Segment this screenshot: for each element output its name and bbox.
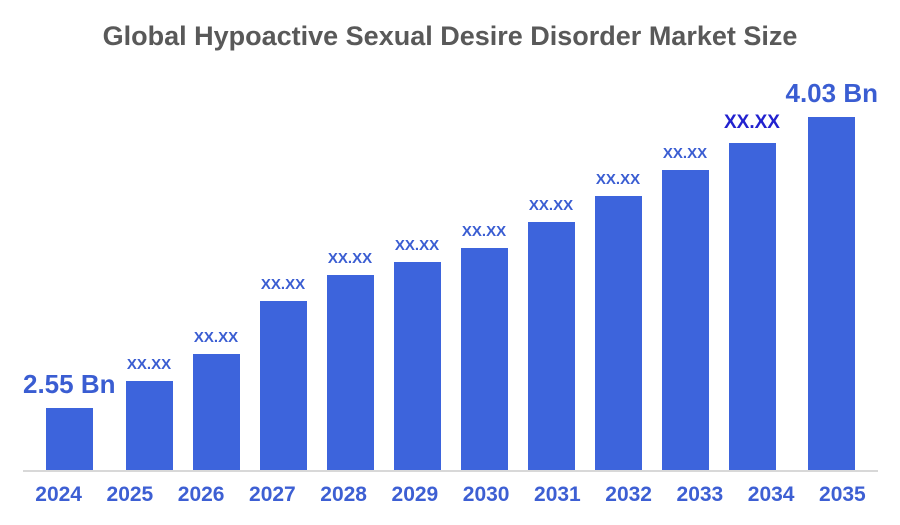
bar-2033[interactable]: [661, 170, 709, 470]
bar-2027[interactable]: [259, 301, 307, 470]
x-axis-label-2035: 2035: [819, 483, 866, 506]
x-axis-label-2029: 2029: [391, 483, 439, 506]
bar-value-label-2032: XX.XX: [595, 170, 641, 188]
bar-2034[interactable]: [728, 143, 776, 470]
x-axis-label-2030: 2030: [462, 483, 510, 506]
x-axis-label-2028: 2028: [320, 483, 367, 506]
bar-column-2030: XX.XX: [451, 0, 518, 470]
bar-value-label-2034: XX.XX: [724, 112, 780, 134]
bar-value-label-2026: XX.XX: [193, 328, 239, 346]
bar-column-2031: XX.XX: [518, 0, 585, 470]
bar-column-2026: XX.XX: [183, 0, 250, 470]
bar-column-2024: 2.55 Bn: [23, 0, 116, 470]
bar-2029[interactable]: [393, 262, 441, 470]
bar-value-label-2033: XX.XX: [662, 144, 708, 162]
x-axis-labels: 2024 2025 2026 2027 2028 2029 2030 2031 2032 2033…: [23, 483, 878, 507]
bar-2032[interactable]: [594, 196, 642, 470]
x-axis-line: [23, 470, 878, 472]
bar-column-2034: XX.XX: [719, 0, 786, 470]
bar-2026[interactable]: [192, 354, 240, 470]
bar-column-2025: XX.XX: [116, 0, 183, 470]
bar-value-label-2035: 4.03 Bn: [785, 78, 879, 109]
x-axis-label-2024: 2024: [35, 483, 82, 506]
bar-2024[interactable]: [45, 408, 93, 470]
bar-column-2028: XX.XX: [317, 0, 384, 470]
bar-2031[interactable]: [527, 222, 575, 470]
plot-area: 2.55 Bn XX.XX XX.XX XX.XX XX.XX XX.XX XX.XX XX.…: [23, 0, 878, 470]
x-axis-label-2034: 2034: [747, 483, 795, 506]
bar-column-2035: 4.03 Bn: [785, 0, 879, 470]
bar-column-2033: XX.XX: [652, 0, 719, 470]
x-axis-label-2026: 2026: [177, 483, 225, 506]
bar-value-label-2024: 2.55 Bn: [23, 369, 116, 400]
x-axis-label-2032: 2032: [605, 483, 652, 506]
bar-2028[interactable]: [326, 275, 374, 470]
bar-2025[interactable]: [125, 381, 173, 470]
bar-2030[interactable]: [460, 248, 508, 470]
bar-value-label-2029: XX.XX: [394, 236, 440, 254]
bar-value-label-2025: XX.XX: [126, 355, 172, 373]
bar-value-label-2030: XX.XX: [461, 222, 507, 240]
chart-title: Global Hypoactive Sexual Desire Disorder…: [102, 21, 798, 51]
bar-column-2032: XX.XX: [585, 0, 652, 470]
bar-value-label-2031: XX.XX: [528, 196, 574, 214]
bar-value-label-2028: XX.XX: [327, 249, 373, 267]
x-axis-label-2027: 2027: [249, 483, 296, 506]
bar-2035[interactable]: [808, 117, 856, 470]
x-axis-label-2031: 2031: [534, 483, 581, 506]
x-axis-label-2033: 2033: [676, 483, 724, 506]
bar-column-2027: XX.XX: [250, 0, 317, 470]
x-axis-label-2025: 2025: [106, 483, 154, 506]
bar-value-label-2027: XX.XX: [260, 275, 306, 293]
bar-column-2029: XX.XX: [384, 0, 451, 470]
